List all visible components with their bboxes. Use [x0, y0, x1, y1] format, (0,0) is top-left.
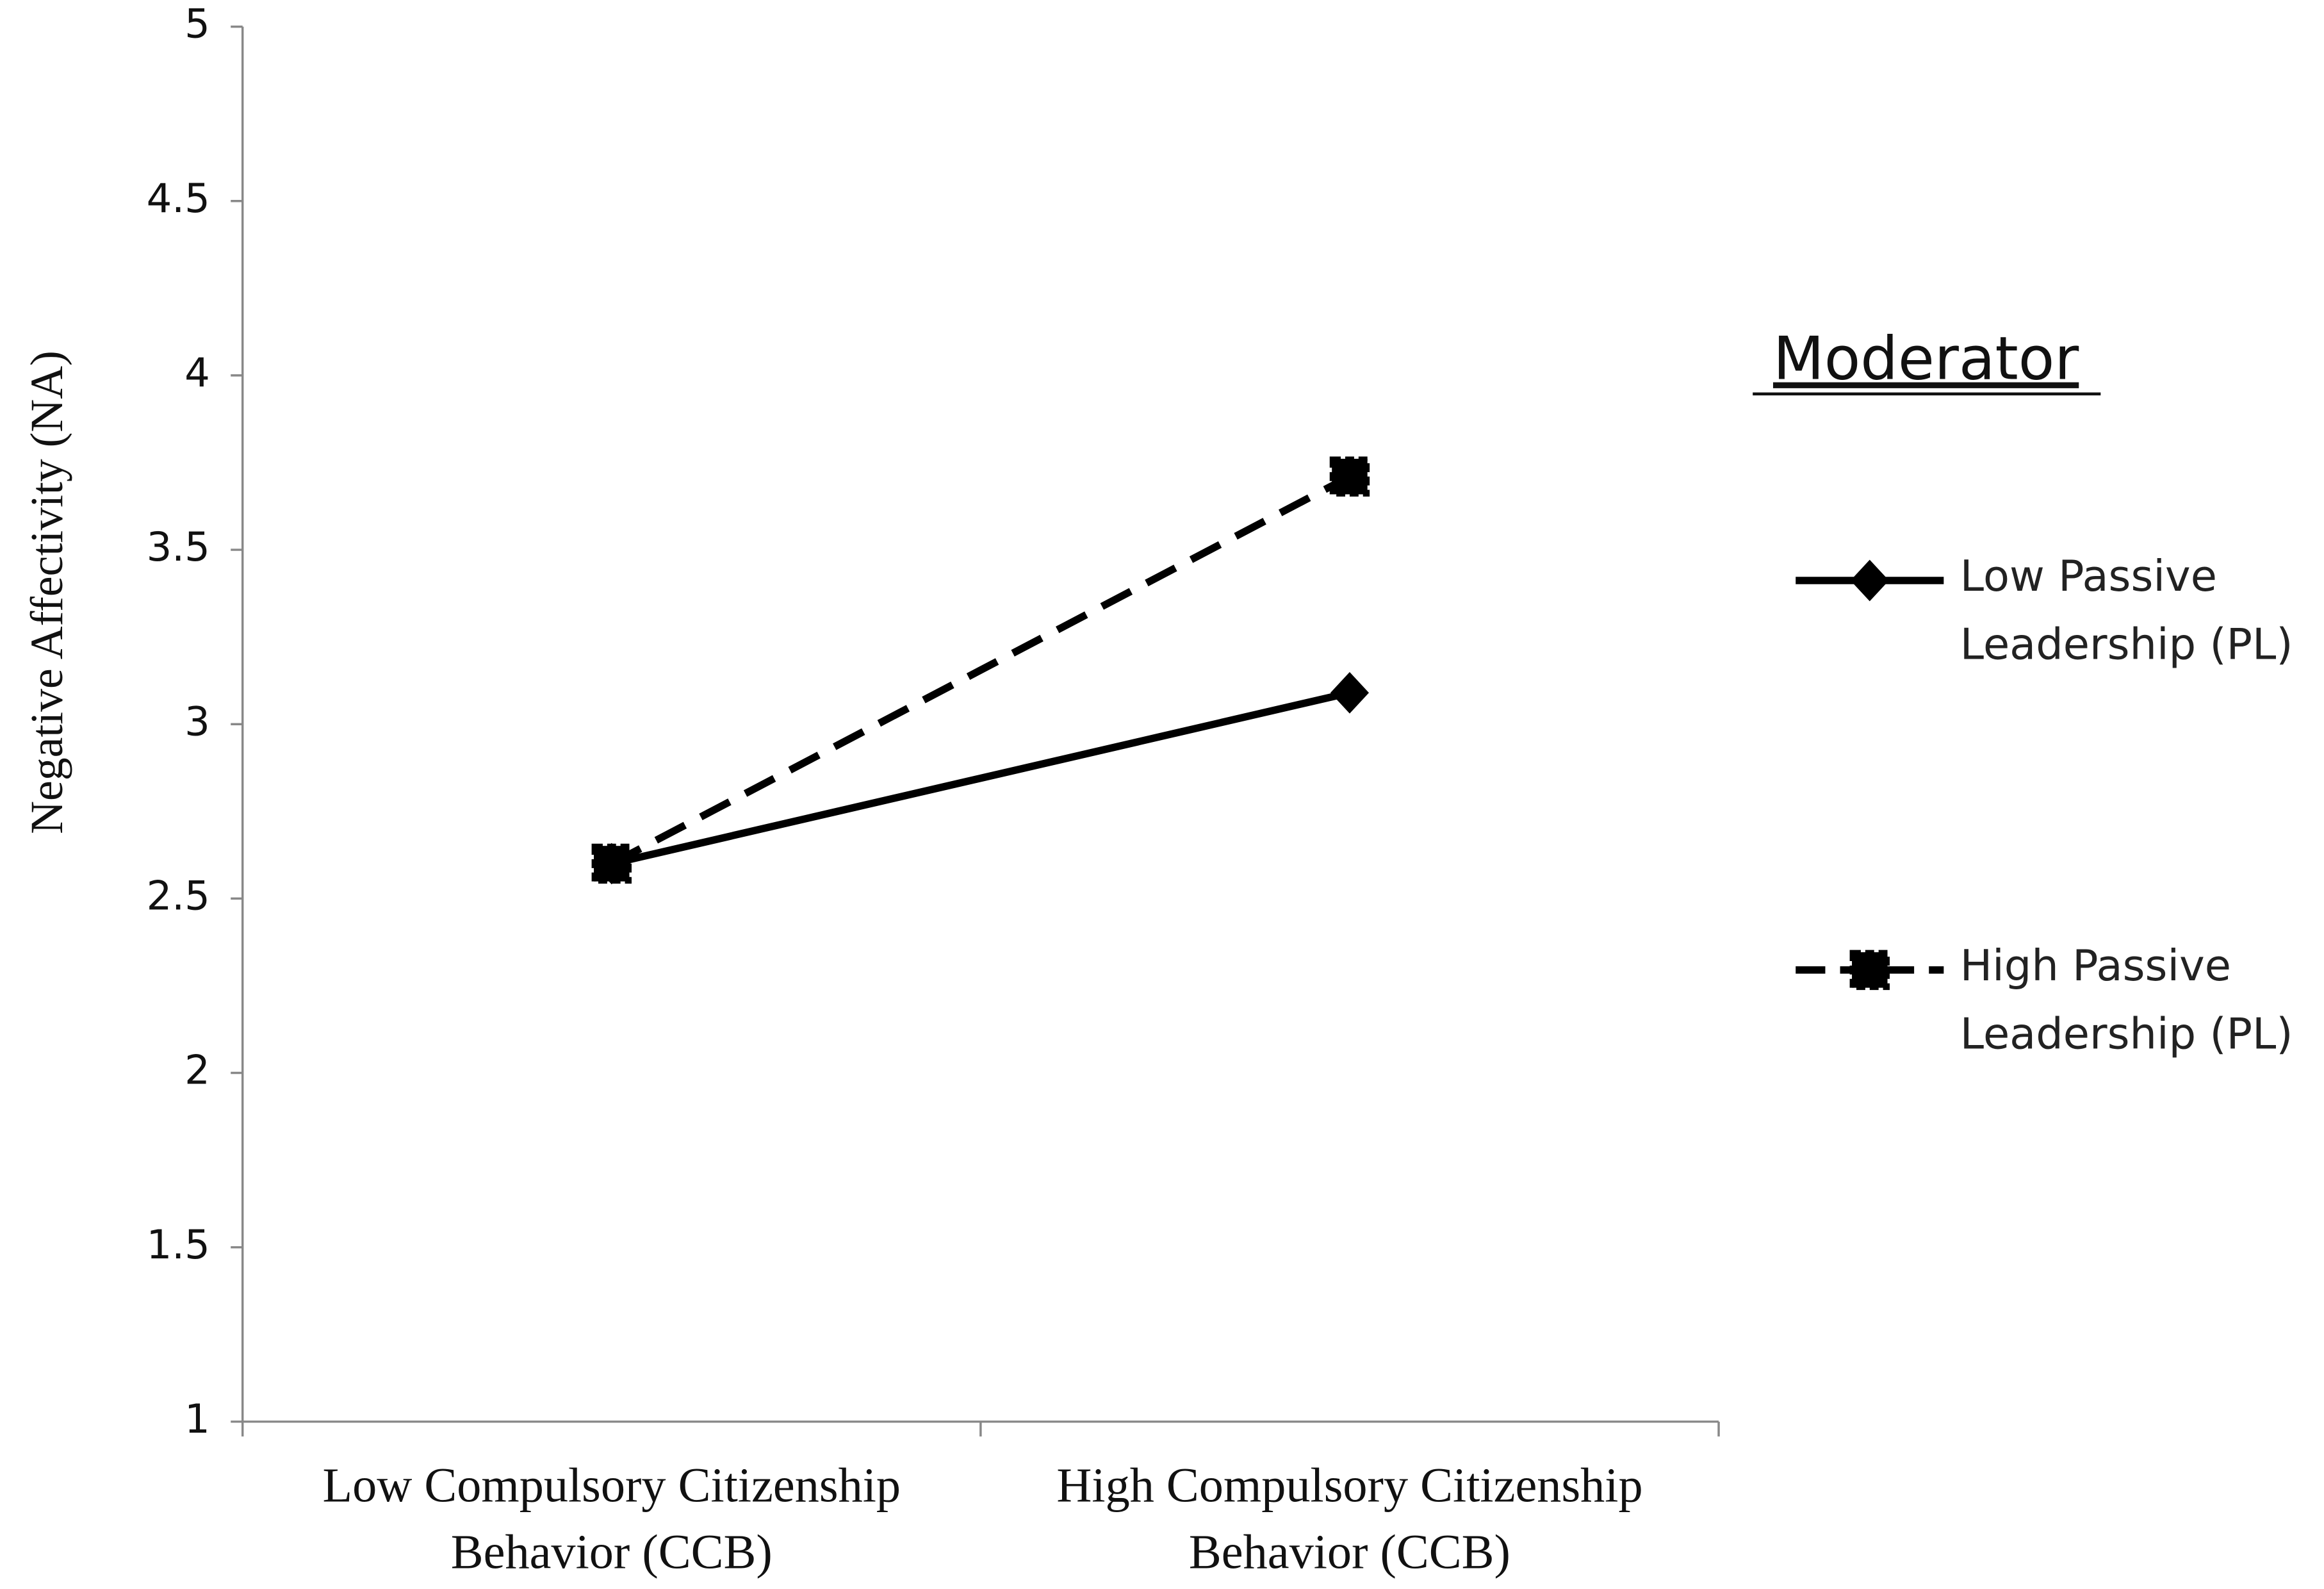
y-tick-label: 1: [184, 1396, 210, 1442]
y-tick-label: 5: [184, 1, 210, 47]
x-tick-label: High Compulsory Citizenship Behavior (CC…: [1056, 1460, 1643, 1580]
y-tick-label: 4: [184, 349, 210, 396]
legend-label-box: Low Passive Leadership (PL): [1960, 550, 2293, 670]
marker: [591, 843, 632, 884]
legend-marker: [1850, 559, 1889, 602]
legend-title: Moderator: [1773, 324, 2079, 393]
y-tick-label: 3.5: [147, 523, 210, 570]
legend-label: High Passive Leadership (PL): [1960, 940, 2293, 1060]
y-tick-label: 2.5: [147, 872, 210, 919]
legend-label: Low Passive Leadership (PL): [1960, 550, 2293, 670]
y-axis-label: Negative Affectivity (NA): [22, 350, 72, 834]
x-tick-label: Low Compulsory Citizenship Behavior (CCB…: [322, 1460, 901, 1580]
legend-marker: [1849, 950, 1890, 991]
y-tick-label: 4.5: [147, 175, 210, 222]
y-tick-label: 1.5: [147, 1221, 210, 1268]
x-tick-label-box: Low Compulsory Citizenship Behavior (CCB…: [322, 1460, 901, 1580]
marker: [1330, 671, 1370, 714]
marker: [1329, 456, 1370, 497]
x-tick-label-box: High Compulsory Citizenship Behavior (CC…: [1056, 1460, 1643, 1580]
series-line: [610, 689, 1351, 868]
legend-label-box: High Passive Leadership (PL): [1960, 940, 2293, 1060]
series-line: [610, 473, 1352, 868]
y-tick-label: 3: [184, 698, 210, 745]
y-tick-label: 2: [184, 1047, 210, 1094]
